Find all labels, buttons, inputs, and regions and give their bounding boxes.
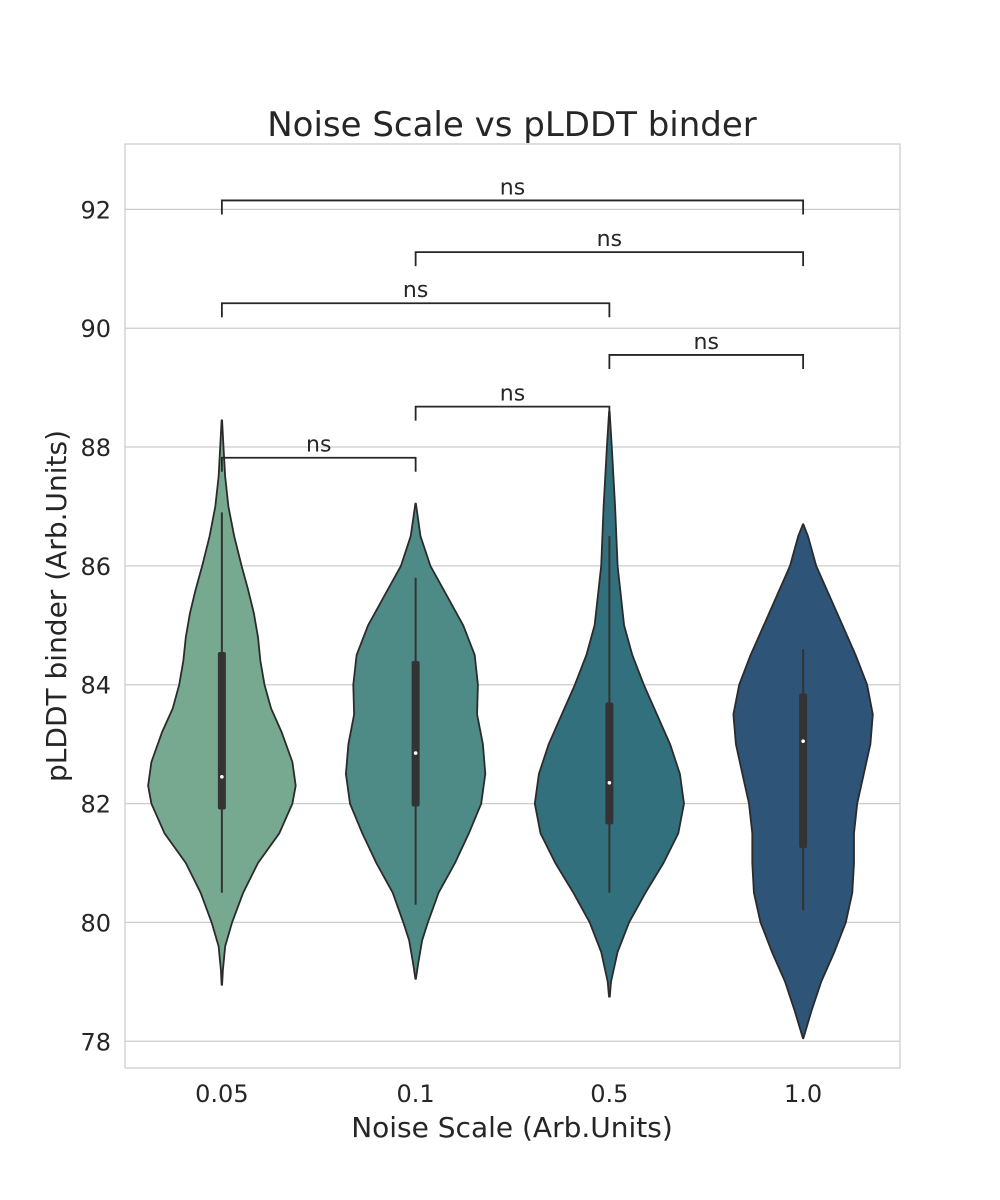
bracket-line <box>414 251 805 267</box>
significance-label: ns <box>597 227 622 252</box>
significance-bracket: ns <box>608 330 805 369</box>
significance-label: ns <box>403 278 428 303</box>
y-tick-label: 90 <box>80 315 111 343</box>
plot-frame <box>124 143 901 1069</box>
significance-bracket: ns <box>220 278 611 318</box>
x-tick-label: 0.05 <box>195 1080 248 1108</box>
bracket-line <box>608 354 805 369</box>
bracket-line <box>220 302 611 318</box>
median-dot-0.05 <box>220 775 224 779</box>
bracket-line <box>414 405 611 421</box>
y-tick-label: 86 <box>80 553 111 581</box>
significance-bracket: ns <box>414 227 805 267</box>
x-tick-label: 1.0 <box>784 1080 822 1108</box>
significance-bracket: ns <box>220 433 417 472</box>
bracket-line <box>220 456 417 472</box>
y-axis-ticks: 78 80 82 84 86 88 90 92 <box>80 196 111 1056</box>
significance-label: ns <box>694 330 719 355</box>
significance-label: ns <box>306 433 331 458</box>
significance-bracket: ns <box>414 382 611 421</box>
significance-bracket: ns <box>220 175 805 215</box>
y-tick-label: 80 <box>80 909 111 937</box>
chart-title: Noise Scale vs pLDDT binder <box>267 105 757 145</box>
violins <box>147 410 874 1040</box>
median-dot-0.5 <box>607 780 612 785</box>
y-axis-label: pLDDT binder (Arb.Units) <box>40 430 73 782</box>
bracket-line <box>220 199 805 215</box>
iqr-box-1.0 <box>799 693 808 849</box>
median-dot-0.1 <box>413 751 418 755</box>
y-tick-label: 92 <box>80 196 111 224</box>
y-tick-label: 82 <box>80 791 111 819</box>
x-tick-label: 0.5 <box>590 1080 628 1108</box>
significance-label: ns <box>500 175 525 200</box>
significance-brackets: ns ns ns ns ns ns <box>220 175 805 472</box>
x-axis-label: Noise Scale (Arb.Units) <box>351 1111 673 1144</box>
x-axis-ticks: 0.05 0.1 0.5 1.0 <box>195 1080 822 1108</box>
median-dot-1.0 <box>801 739 805 743</box>
x-tick-label: 0.1 <box>397 1080 435 1108</box>
iqr-box-0.1 <box>411 660 420 807</box>
y-tick-label: 84 <box>80 672 111 700</box>
iqr-box-0.05 <box>217 652 226 810</box>
significance-label: ns <box>500 382 525 407</box>
iqr-box-0.5 <box>605 702 614 825</box>
y-tick-label: 88 <box>80 434 111 462</box>
y-tick-label: 78 <box>80 1028 111 1056</box>
